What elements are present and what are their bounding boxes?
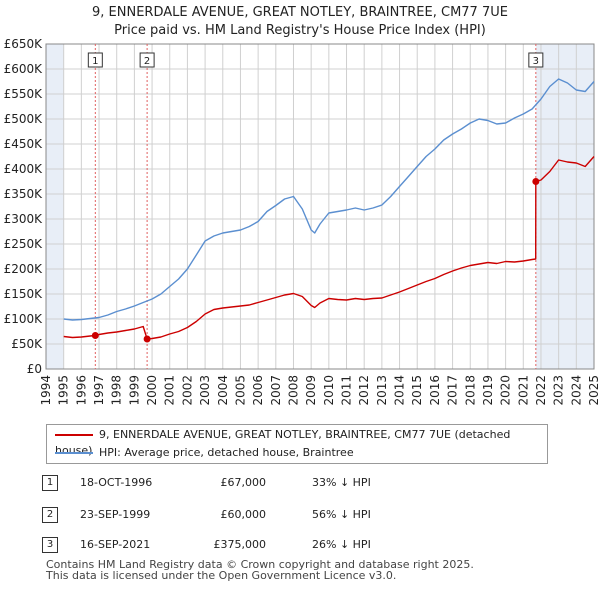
x-tick-label: 2015 [410,375,424,406]
sale-row: 3 16-SEP-2021 £375,000 26% ↓ HPI [0,536,600,554]
sale-marker-badge [139,52,155,68]
sale-number-badge: 2 [42,507,58,523]
plot-background [46,44,594,369]
y-tick-label: £300K [4,212,44,226]
x-tick-label: 2012 [357,375,371,406]
sale-price: £375,000 [213,538,267,551]
x-tick-label: 2018 [463,375,477,406]
sale-hpi-diff: 56% ↓ HPI [312,508,371,521]
y-tick-label: £500K [4,112,44,126]
x-tick-label: 2005 [233,375,247,406]
sale-point [91,332,99,339]
sale-hpi-diff: 33% ↓ HPI [312,476,371,489]
y-tick-label: £200K [4,262,44,276]
y-tick-label: £250K [4,237,44,251]
x-tick-label: 2001 [163,375,177,406]
x-tick-label: 2006 [251,375,265,406]
x-tick-label: 2020 [499,375,513,406]
sale-row: 2 23-SEP-1999 £60,000 56% ↓ HPI [0,506,600,524]
sale-marker-badge [528,52,544,68]
sale-number-badge: 1 [42,475,58,491]
shaded-region-pre-data [46,44,64,369]
sale-point [143,335,151,343]
sale-date: 18-OCT-1996 [80,476,153,489]
sale-date: 23-SEP-1999 [80,508,151,521]
x-tick-label: 1999 [127,375,141,406]
sale-date: 16-SEP-2021 [80,538,151,551]
series-line-hpi [63,78,595,321]
y-tick-label: £650K [4,37,44,51]
y-tick-label: £450K [4,137,44,151]
sale-price: £60,000 [220,508,267,521]
x-tick-label: 2016 [428,375,442,406]
x-tick-label: 2003 [198,375,212,406]
chart-legend: 9, ENNERDALE AVENUE, GREAT NOTLEY, BRAIN… [46,424,548,464]
x-tick-label: 2007 [269,375,283,406]
sale-price: £67,000 [220,476,267,489]
x-tick-label: 2021 [516,375,530,406]
x-tick-label: 2010 [322,375,336,406]
y-tick-label: £100K [4,312,44,326]
x-tick-label: 2013 [375,375,389,406]
chart-title-subtitle: Price paid vs. HM Land Registry's House … [114,23,486,38]
footer-copyright: Contains HM Land Registry data © Crown c… [46,559,474,581]
x-tick-label: 1997 [92,375,106,406]
x-tick-label: 2002 [180,375,194,406]
y-tick-label: £600K [4,62,44,76]
y-tick-label: £350K [4,187,44,201]
y-tick-label: £550K [4,87,44,101]
x-tick-label: 1994 [39,375,53,406]
x-tick-label: 2024 [569,375,583,406]
legend-item-hpi: HPI: Average price, detached house, Brai… [55,445,354,461]
sale-marker-label: 3 [533,56,539,67]
x-tick-label: 2008 [286,375,300,406]
sale-number-badge: 3 [42,537,58,553]
x-tick-label: 2014 [393,375,407,406]
y-tick-label: £0 [27,362,42,376]
x-tick-label: 2000 [145,375,159,406]
x-tick-label: 2022 [534,375,548,406]
legend-item-property: 9, ENNERDALE AVENUE, GREAT NOTLEY, BRAIN… [55,427,547,457]
sale-hpi-diff: 26% ↓ HPI [312,538,371,551]
y-tick-label: £50K [11,337,43,351]
x-tick-label: 2017 [446,375,460,406]
chart-title-address: 9, ENNERDALE AVENUE, GREAT NOTLEY, BRAIN… [92,5,508,20]
x-tick-label: 2025 [587,375,600,406]
sale-marker-badge [87,52,103,68]
sale-point [532,178,540,185]
y-tick-label: £400K [4,162,44,176]
legend-swatch-hpi [55,452,93,454]
shaded-region-post-sale [535,44,594,369]
x-tick-label: 1998 [110,375,124,406]
x-tick-label: 2019 [481,375,495,406]
footer-line: This data is licensed under the Open Gov… [46,569,397,582]
x-tick-label: 1995 [57,375,71,406]
sale-row: 1 18-OCT-1996 £67,000 33% ↓ HPI [0,474,600,492]
y-tick-label: £150K [4,287,44,301]
x-tick-label: 1996 [74,375,88,406]
x-tick-label: 2004 [216,375,230,406]
plot-border [45,43,595,370]
x-tick-label: 2009 [304,375,318,406]
legend-label-hpi: HPI: Average price, detached house, Brai… [99,446,354,459]
footer-line: Contains HM Land Registry data © Crown c… [46,558,474,571]
x-tick-label: 2011 [340,375,354,406]
x-tick-label: 2023 [552,375,566,406]
price-chart: £0 £50K £100K £150K £200K £250K £300K £350K £400… [4,37,600,406]
sale-marker-label: 2 [144,56,150,67]
sale-marker-label: 1 [92,56,98,67]
legend-swatch-property [55,434,93,436]
